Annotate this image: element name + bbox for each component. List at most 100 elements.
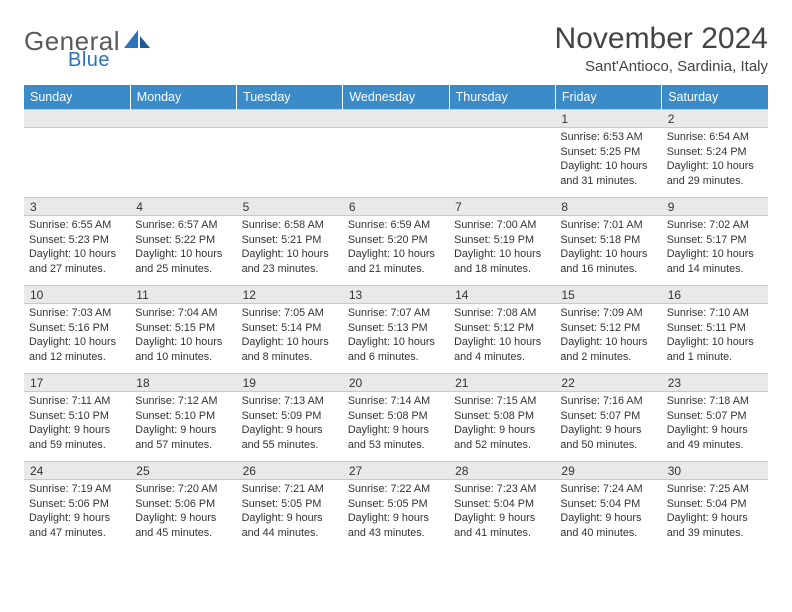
- sunrise-text: Sunrise: 7:24 AM: [560, 482, 656, 497]
- dayl2-text: and 45 minutes.: [135, 526, 231, 541]
- dayl1-text: Daylight: 10 hours: [348, 247, 444, 262]
- day-number-cell: 27: [343, 462, 449, 480]
- weekday-header: Saturday: [662, 85, 768, 110]
- sunset-text: Sunset: 5:25 PM: [560, 145, 656, 160]
- sunset-text: Sunset: 5:20 PM: [348, 233, 444, 248]
- sunrise-text: Sunrise: 7:25 AM: [667, 482, 763, 497]
- weekday-header: Wednesday: [343, 85, 449, 110]
- dayl2-text: and 52 minutes.: [454, 438, 550, 453]
- dayl1-text: Daylight: 10 hours: [242, 247, 338, 262]
- day-number-cell: [130, 110, 236, 128]
- sunset-text: Sunset: 5:11 PM: [667, 321, 763, 336]
- day-content-cell: Sunrise: 7:24 AMSunset: 5:04 PMDaylight:…: [555, 480, 661, 550]
- day-number-cell: [343, 110, 449, 128]
- dayl1-text: Daylight: 9 hours: [667, 511, 763, 526]
- day-number-cell: 28: [449, 462, 555, 480]
- dayl1-text: Daylight: 9 hours: [135, 511, 231, 526]
- day-content-cell: Sunrise: 6:59 AMSunset: 5:20 PMDaylight:…: [343, 216, 449, 286]
- sunset-text: Sunset: 5:12 PM: [454, 321, 550, 336]
- day-number-cell: 9: [662, 198, 768, 216]
- sunset-text: Sunset: 5:06 PM: [29, 497, 125, 512]
- day-number-cell: 25: [130, 462, 236, 480]
- day-content-cell: Sunrise: 7:07 AMSunset: 5:13 PMDaylight:…: [343, 304, 449, 374]
- day-content-cell: Sunrise: 7:20 AMSunset: 5:06 PMDaylight:…: [130, 480, 236, 550]
- day-content-cell: Sunrise: 7:03 AMSunset: 5:16 PMDaylight:…: [24, 304, 130, 374]
- day-content-cell: [449, 128, 555, 198]
- dayl2-text: and 57 minutes.: [135, 438, 231, 453]
- day-number-cell: 11: [130, 286, 236, 304]
- sunset-text: Sunset: 5:10 PM: [135, 409, 231, 424]
- day-number-cell: 29: [555, 462, 661, 480]
- sunrise-text: Sunrise: 7:03 AM: [29, 306, 125, 321]
- dayl2-text: and 2 minutes.: [560, 350, 656, 365]
- day-content-cell: Sunrise: 7:12 AMSunset: 5:10 PMDaylight:…: [130, 392, 236, 462]
- dayl2-text: and 27 minutes.: [29, 262, 125, 277]
- dayl2-text: and 1 minute.: [667, 350, 763, 365]
- day-content-cell: Sunrise: 7:23 AMSunset: 5:04 PMDaylight:…: [449, 480, 555, 550]
- dayl2-text: and 8 minutes.: [242, 350, 338, 365]
- day-content-cell: Sunrise: 6:58 AMSunset: 5:21 PMDaylight:…: [237, 216, 343, 286]
- sunrise-text: Sunrise: 7:18 AM: [667, 394, 763, 409]
- weekday-header: Thursday: [449, 85, 555, 110]
- sunrise-text: Sunrise: 7:01 AM: [560, 218, 656, 233]
- day-content-cell: [24, 128, 130, 198]
- sunrise-text: Sunrise: 7:19 AM: [29, 482, 125, 497]
- dayl2-text: and 25 minutes.: [135, 262, 231, 277]
- day-number-row: 3456789: [24, 198, 768, 216]
- sunset-text: Sunset: 5:15 PM: [135, 321, 231, 336]
- weekday-header: Monday: [130, 85, 236, 110]
- dayl1-text: Daylight: 10 hours: [135, 247, 231, 262]
- dayl2-text: and 12 minutes.: [29, 350, 125, 365]
- sunrise-text: Sunrise: 7:10 AM: [667, 306, 763, 321]
- sunrise-text: Sunrise: 7:23 AM: [454, 482, 550, 497]
- day-number-cell: 17: [24, 374, 130, 392]
- day-number-cell: 22: [555, 374, 661, 392]
- sunset-text: Sunset: 5:04 PM: [454, 497, 550, 512]
- dayl2-text: and 59 minutes.: [29, 438, 125, 453]
- dayl1-text: Daylight: 9 hours: [29, 423, 125, 438]
- day-number-cell: 12: [237, 286, 343, 304]
- sunset-text: Sunset: 5:22 PM: [135, 233, 231, 248]
- dayl2-text: and 29 minutes.: [667, 174, 763, 189]
- sunrise-text: Sunrise: 7:15 AM: [454, 394, 550, 409]
- dayl2-text: and 49 minutes.: [667, 438, 763, 453]
- weekday-header: Sunday: [24, 85, 130, 110]
- day-content-cell: Sunrise: 6:55 AMSunset: 5:23 PMDaylight:…: [24, 216, 130, 286]
- dayl2-text: and 53 minutes.: [348, 438, 444, 453]
- logo: General Blue: [24, 22, 150, 72]
- day-number-cell: 5: [237, 198, 343, 216]
- sunset-text: Sunset: 5:16 PM: [29, 321, 125, 336]
- day-number-cell: 16: [662, 286, 768, 304]
- weekday-header: Friday: [555, 85, 661, 110]
- dayl2-text: and 14 minutes.: [667, 262, 763, 277]
- sunrise-text: Sunrise: 7:05 AM: [242, 306, 338, 321]
- day-number-cell: [449, 110, 555, 128]
- dayl1-text: Daylight: 10 hours: [667, 335, 763, 350]
- day-number-cell: [24, 110, 130, 128]
- dayl1-text: Daylight: 9 hours: [454, 511, 550, 526]
- day-content-cell: Sunrise: 7:18 AMSunset: 5:07 PMDaylight:…: [662, 392, 768, 462]
- day-content-cell: Sunrise: 7:15 AMSunset: 5:08 PMDaylight:…: [449, 392, 555, 462]
- day-number-cell: 14: [449, 286, 555, 304]
- dayl1-text: Daylight: 10 hours: [29, 247, 125, 262]
- sunrise-text: Sunrise: 7:09 AM: [560, 306, 656, 321]
- dayl2-text: and 55 minutes.: [242, 438, 338, 453]
- dayl1-text: Daylight: 10 hours: [560, 247, 656, 262]
- dayl1-text: Daylight: 9 hours: [454, 423, 550, 438]
- location-subtitle: Sant'Antioco, Sardinia, Italy: [555, 58, 768, 75]
- dayl1-text: Daylight: 9 hours: [348, 511, 444, 526]
- sunrise-text: Sunrise: 7:21 AM: [242, 482, 338, 497]
- sunrise-text: Sunrise: 7:22 AM: [348, 482, 444, 497]
- day-content-cell: Sunrise: 7:11 AMSunset: 5:10 PMDaylight:…: [24, 392, 130, 462]
- sunset-text: Sunset: 5:05 PM: [348, 497, 444, 512]
- dayl2-text: and 39 minutes.: [667, 526, 763, 541]
- day-number-cell: 23: [662, 374, 768, 392]
- sunset-text: Sunset: 5:13 PM: [348, 321, 444, 336]
- sunrise-text: Sunrise: 7:00 AM: [454, 218, 550, 233]
- day-content-cell: Sunrise: 7:08 AMSunset: 5:12 PMDaylight:…: [449, 304, 555, 374]
- day-content-cell: Sunrise: 7:00 AMSunset: 5:19 PMDaylight:…: [449, 216, 555, 286]
- dayl1-text: Daylight: 10 hours: [667, 159, 763, 174]
- dayl2-text: and 44 minutes.: [242, 526, 338, 541]
- day-number-cell: [237, 110, 343, 128]
- logo-sail-icon: [124, 28, 150, 55]
